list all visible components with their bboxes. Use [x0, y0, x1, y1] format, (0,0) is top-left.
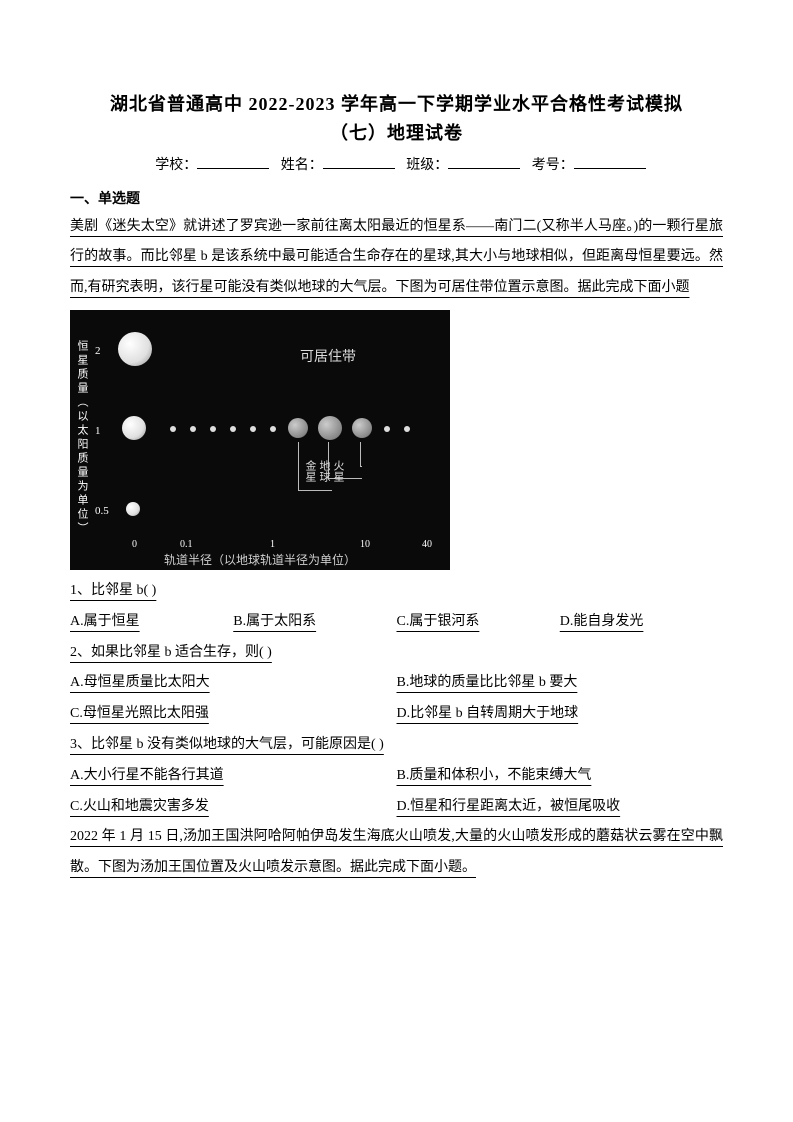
- examno-blank[interactable]: [574, 154, 646, 169]
- question-2-options-row2: C.母恒星光照比太阳强 D.比邻星 b 自转周期大于地球: [70, 699, 723, 730]
- q2-option-a[interactable]: A.母恒星质量比太阳大: [70, 668, 397, 699]
- school-label: 学校：: [155, 158, 197, 173]
- question-1-options: A.属于恒星 B.属于太阳系 C.属于银河系 D.能自身发光: [70, 607, 723, 638]
- orbit-dot: [270, 426, 276, 432]
- q2-option-d[interactable]: D.比邻星 b 自转周期大于地球: [397, 699, 724, 730]
- passage-2: 2022 年 1 月 15 日,汤加王国洪阿哈阿帕伊岛发生海底火山喷发,大量的火…: [70, 822, 723, 884]
- planet-earth-icon: [318, 416, 342, 440]
- class-blank[interactable]: [448, 154, 520, 169]
- name-label: 姓名：: [281, 158, 323, 173]
- name-blank[interactable]: [323, 154, 395, 169]
- x-tick-0: 0: [132, 539, 137, 550]
- orbit-dot: [170, 426, 176, 432]
- question-3-options-row2: C.火山和地震灾害多发 D.恒星和行星距离太近，被恒尾吸收: [70, 792, 723, 823]
- bracket-line: [298, 490, 332, 491]
- star-small-icon: [126, 502, 140, 516]
- x-axis-caption: 轨道半径（以地球轨道半径为单位）: [70, 551, 450, 568]
- x-tick-40: 40: [422, 539, 432, 550]
- orbit-dot: [404, 426, 410, 432]
- orbit-dot: [230, 426, 236, 432]
- y-axis-label: 恒星质量（以太阳质量为单位）: [74, 340, 90, 536]
- student-info-row: 学校： 姓名： 班级： 考号：: [70, 154, 723, 174]
- question-2-stem: 2、如果比邻星 b 适合生存，则( ): [70, 638, 723, 669]
- question-3-stem: 3、比邻星 b 没有类似地球的大气层，可能原因是( ): [70, 730, 723, 761]
- bracket-line: [298, 442, 300, 491]
- q1-option-d[interactable]: D.能自身发光: [560, 607, 723, 638]
- section-1-heading: 一、单选题: [70, 188, 723, 208]
- x-tick-1: 1: [270, 539, 275, 550]
- x-tick-01: 0.1: [180, 539, 193, 550]
- habitable-zone-figure: 恒星质量（以太阳质量为单位） 2 1 0.5 可居住带 金星 地球 火星 0 0…: [70, 310, 450, 570]
- y-tick-1: 1: [95, 425, 101, 437]
- school-blank[interactable]: [197, 154, 269, 169]
- question-2-options-row1: A.母恒星质量比太阳大 B.地球的质量比比邻星 b 要大: [70, 668, 723, 699]
- planet-venus-icon: [288, 418, 308, 438]
- passage-1: 美剧《迷失太空》就讲述了罗宾逊一家前往离太阳最近的恒星系——南门二(又称半人马座…: [70, 212, 723, 304]
- star-medium-icon: [122, 416, 146, 440]
- title-line-2: （七）地理试卷: [330, 123, 463, 143]
- x-tick-10: 10: [360, 539, 370, 550]
- habitable-zone-label: 可居住带: [300, 346, 356, 366]
- q3-option-b[interactable]: B.质量和体积小，不能束缚大气: [397, 761, 724, 792]
- title-line-1: 湖北省普通高中 2022-2023 学年高一下学期学业水平合格性考试模拟: [110, 94, 683, 114]
- y-tick-2: 2: [95, 345, 101, 357]
- planet-label-mars: 火星: [330, 460, 346, 482]
- examno-label: 考号：: [532, 158, 574, 173]
- y-tick-05: 0.5: [95, 505, 109, 517]
- star-large-icon: [118, 332, 152, 366]
- orbit-dot: [250, 426, 256, 432]
- orbit-dot: [384, 426, 390, 432]
- q2-option-c[interactable]: C.母恒星光照比太阳强: [70, 699, 397, 730]
- planet-mars-icon: [352, 418, 372, 438]
- q2-option-b[interactable]: B.地球的质量比比邻星 b 要大: [397, 668, 724, 699]
- question-1-stem: 1、比邻星 b( ): [70, 576, 723, 607]
- q3-option-c[interactable]: C.火山和地震灾害多发: [70, 792, 397, 823]
- class-label: 班级：: [406, 158, 448, 173]
- exam-title: 湖北省普通高中 2022-2023 学年高一下学期学业水平合格性考试模拟 （七）…: [70, 90, 723, 148]
- question-3-options-row1: A.大小行星不能各行其道 B.质量和体积小，不能束缚大气: [70, 761, 723, 792]
- orbit-dot: [190, 426, 196, 432]
- q3-option-a[interactable]: A.大小行星不能各行其道: [70, 761, 397, 792]
- exam-page: 湖北省普通高中 2022-2023 学年高一下学期学业水平合格性考试模拟 （七）…: [0, 0, 793, 1122]
- q1-option-c[interactable]: C.属于银河系: [397, 607, 560, 638]
- orbit-dot: [210, 426, 216, 432]
- q1-option-a[interactable]: A.属于恒星: [70, 607, 233, 638]
- q1-option-b[interactable]: B.属于太阳系: [233, 607, 396, 638]
- bracket-line: [360, 442, 362, 467]
- q3-option-d[interactable]: D.恒星和行星距离太近，被恒尾吸收: [397, 792, 724, 823]
